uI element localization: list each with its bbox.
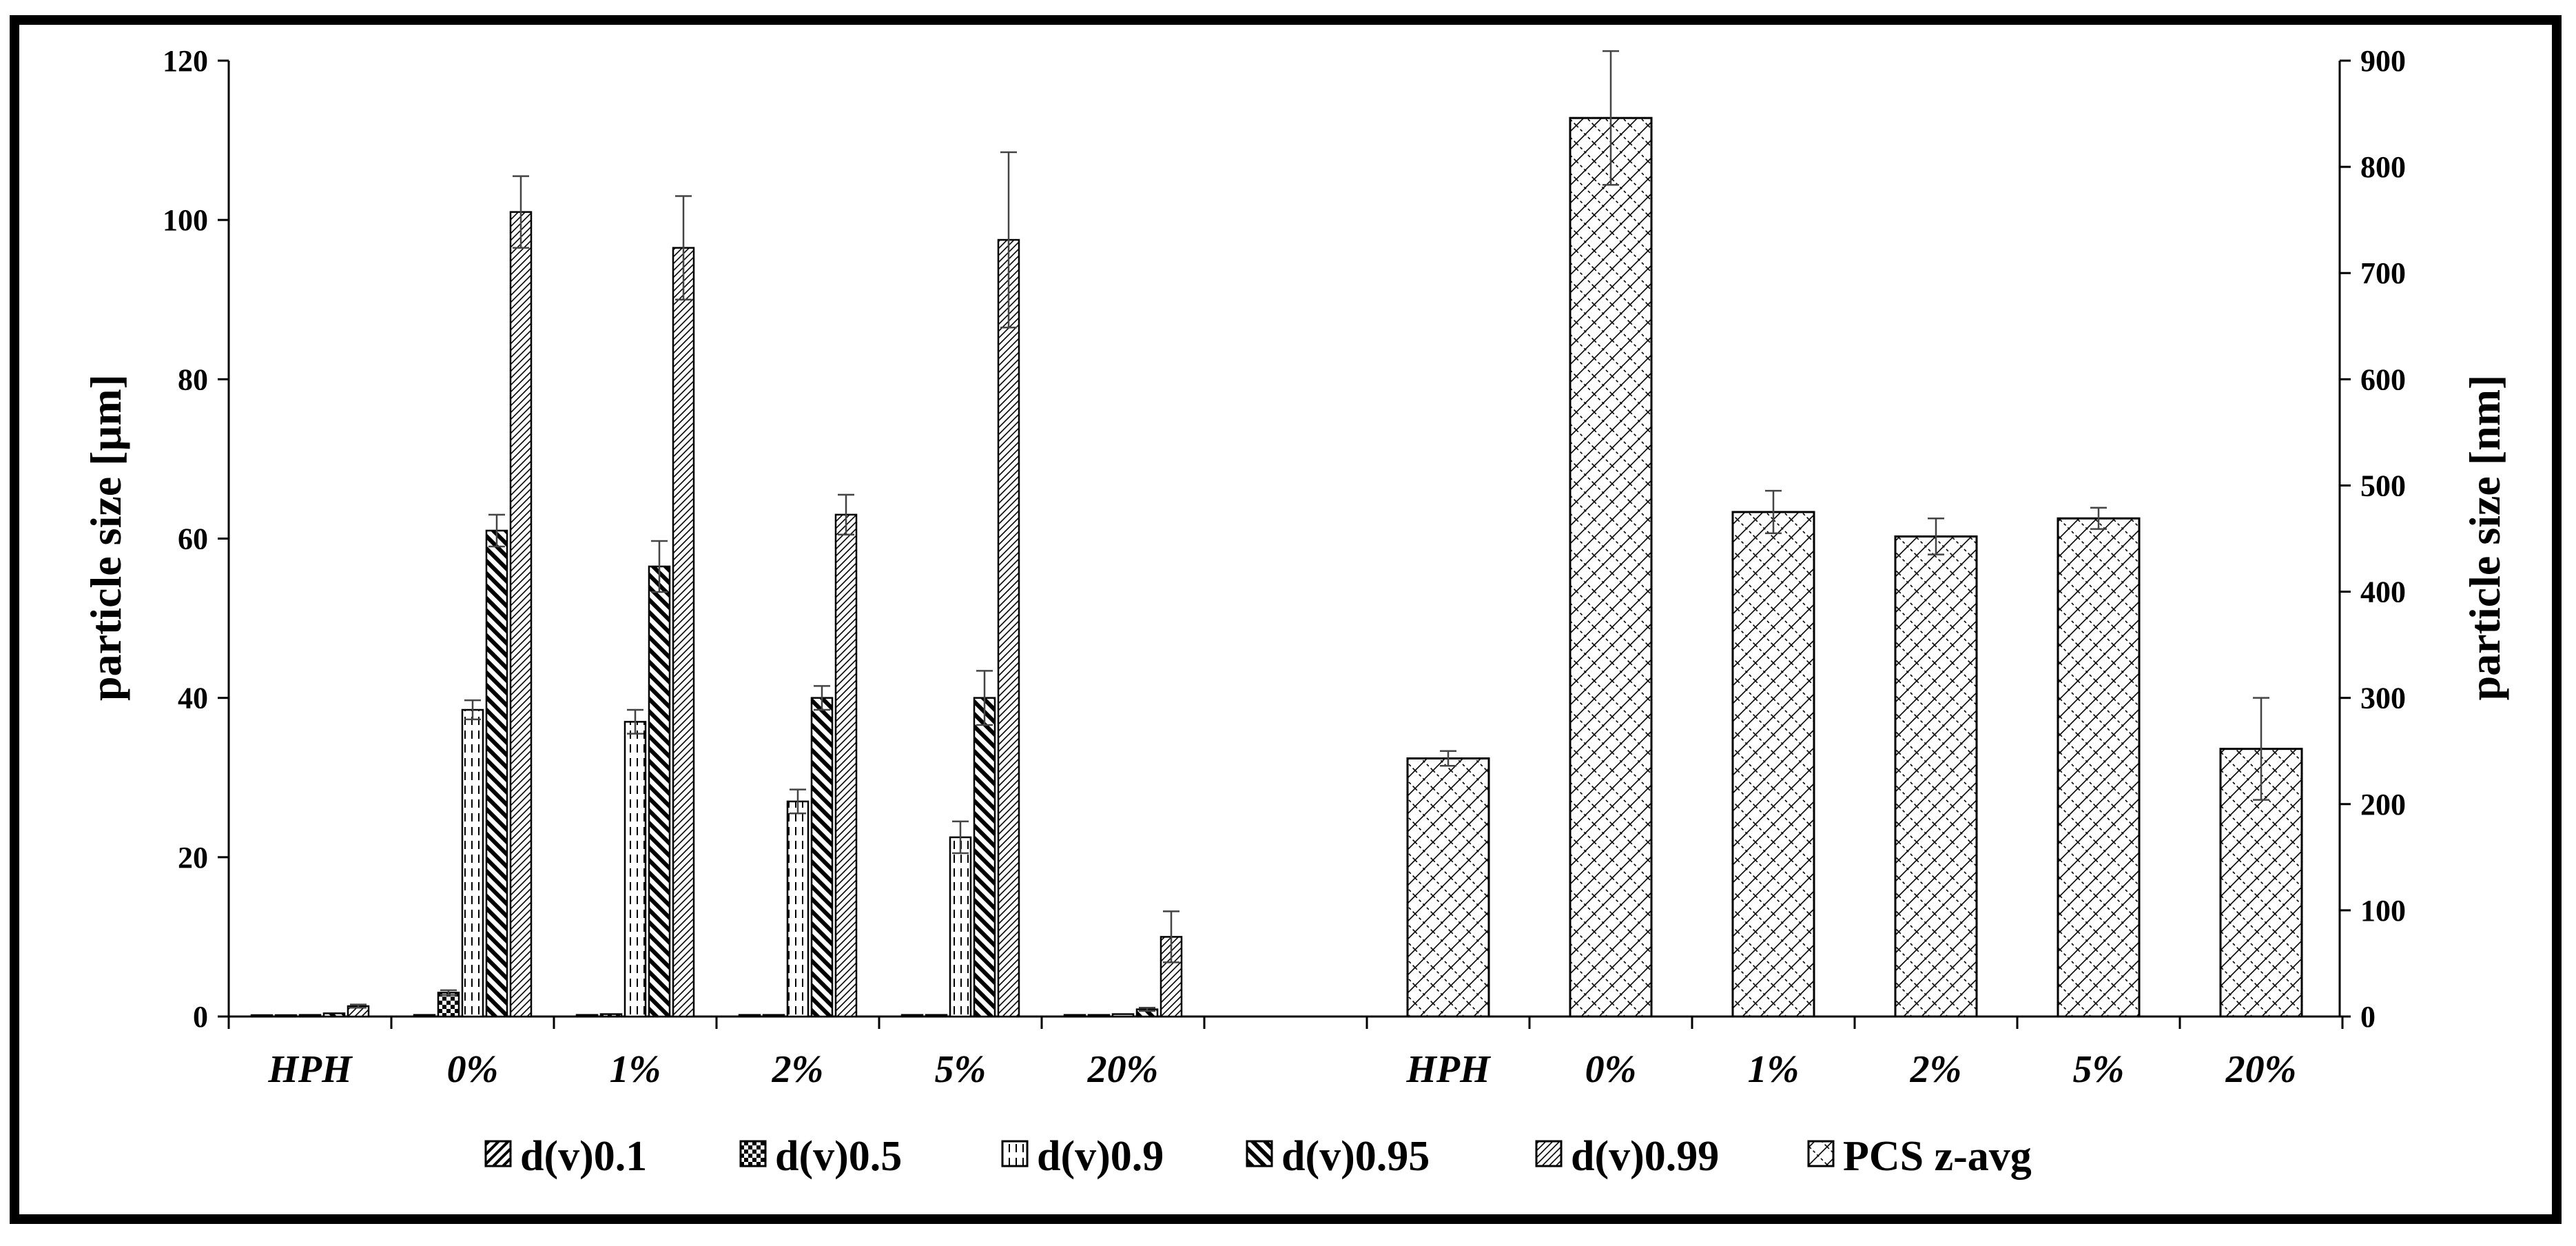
right-tick-label: 300 xyxy=(2360,682,2406,715)
legend-swatch xyxy=(484,1140,512,1167)
left-axis-title: particle size [µm] xyxy=(81,374,130,701)
bars xyxy=(250,116,2303,1018)
bar-d-v-0-95-1 xyxy=(322,1012,346,1018)
category-label-right: HPH xyxy=(1405,1048,1491,1091)
bar-d-v-0-1-1 xyxy=(250,1014,274,1018)
bar-d-v-0-5-5 xyxy=(925,1014,948,1018)
legend-swatch xyxy=(1535,1140,1563,1167)
legend-label: d(v)0.1 xyxy=(520,1133,647,1180)
bar-d-v-0-1-4 xyxy=(738,1014,761,1018)
bar-d-v-0-1-2 xyxy=(413,1014,436,1018)
bar-d-v-0-1-3 xyxy=(575,1014,599,1018)
right-tick-label: 200 xyxy=(2360,788,2406,821)
category-label-left: 1% xyxy=(610,1048,661,1091)
right-tick-label: 600 xyxy=(2360,362,2406,396)
legend-swatch xyxy=(1246,1140,1273,1167)
bar-d-v-0-99-4 xyxy=(834,513,858,1018)
bar-d-v-0-99-2 xyxy=(509,211,533,1018)
legend: d(v)0.1 d(v)0.5 d(v)0.9 d(v)0.95 d(v)0.99 PCS… xyxy=(484,1133,2032,1180)
legend-swatch xyxy=(1001,1140,1029,1167)
bar-pcs-z-avg-1 xyxy=(1406,757,1490,1018)
right-tick-label: 800 xyxy=(2360,150,2406,184)
category-label-right: 1% xyxy=(1748,1048,1800,1091)
bar-d-v-0-5-6 xyxy=(1087,1014,1111,1018)
category-label-right: 20% xyxy=(2225,1048,2297,1091)
left-tick-label: 40 xyxy=(178,682,208,715)
right-tick-label: 100 xyxy=(2360,894,2406,928)
bar-pcs-z-avg-2 xyxy=(1569,116,1653,1018)
error-bars xyxy=(350,50,2269,1012)
right-tick-label: 700 xyxy=(2360,256,2406,290)
category-label-left: HPH xyxy=(267,1048,353,1091)
bar-d-v-0-9-4 xyxy=(786,800,810,1018)
bar-pcs-z-avg-4 xyxy=(1894,535,1978,1018)
right-tick-label: 900 xyxy=(2360,44,2406,78)
axes xyxy=(218,59,2351,1029)
right-tick-label: 0 xyxy=(2360,1000,2376,1034)
bar-d-v-0-9-3 xyxy=(624,721,647,1018)
bar-d-v-0-95-5 xyxy=(973,697,996,1018)
legend-label: d(v)0.5 xyxy=(775,1133,902,1180)
bar-d-v-0-5-1 xyxy=(274,1014,298,1018)
left-tick-label: 0 xyxy=(193,1000,208,1034)
bar-d-v-0-99-3 xyxy=(672,247,695,1018)
category-label-left: 20% xyxy=(1087,1048,1159,1091)
legend-swatch xyxy=(739,1140,767,1167)
left-tick-label: 120 xyxy=(163,44,208,78)
right-tick-label: 500 xyxy=(2360,469,2406,502)
bar-d-v-0-95-4 xyxy=(810,697,834,1018)
category-label-right: 5% xyxy=(2073,1048,2125,1091)
category-label-left: 0% xyxy=(447,1048,499,1091)
right-axis-title: particle size [nm] xyxy=(2460,375,2509,701)
legend-label: PCS z-avg xyxy=(1843,1133,2032,1180)
bar-d-v-0-5-2 xyxy=(437,992,460,1018)
bar-d-v-0-1-6 xyxy=(1063,1014,1086,1018)
category-label-right: 0% xyxy=(1585,1048,1637,1091)
legend-label: d(v)0.95 xyxy=(1281,1133,1430,1180)
left-tick-label: 60 xyxy=(178,522,208,556)
category-label-right: 2% xyxy=(1910,1048,1962,1091)
bar-d-v-0-9-6 xyxy=(1111,1013,1135,1018)
bar-pcs-z-avg-5 xyxy=(2057,517,2141,1018)
bar-d-v-0-5-3 xyxy=(599,1013,623,1018)
left-tick-label: 100 xyxy=(163,203,208,237)
legend-label: d(v)0.99 xyxy=(1571,1133,1719,1180)
legend-label: d(v)0.9 xyxy=(1037,1133,1164,1180)
category-label-left: 2% xyxy=(772,1048,824,1091)
bar-d-v-0-95-3 xyxy=(648,565,671,1018)
bar-pcs-z-avg-3 xyxy=(1731,511,1815,1018)
legend-swatch xyxy=(1807,1140,1835,1167)
left-tick-label: 20 xyxy=(178,841,208,875)
right-tick-label: 400 xyxy=(2360,575,2406,609)
bar-d-v-0-5-4 xyxy=(762,1014,785,1018)
bar-d-v-0-9-5 xyxy=(949,836,972,1018)
bar-d-v-0-99-5 xyxy=(997,238,1020,1018)
bar-d-v-0-1-5 xyxy=(900,1014,924,1018)
left-tick-label: 80 xyxy=(178,362,208,396)
bar-d-v-0-95-2 xyxy=(485,529,508,1018)
labels: 0 20 40 60 80 100 120 0 100 200 300 400 500 600 700 800… xyxy=(163,44,2406,1091)
bar-d-v-0-9-2 xyxy=(461,708,484,1018)
category-label-left: 5% xyxy=(935,1048,987,1091)
bar-d-v-0-9-1 xyxy=(298,1014,322,1018)
